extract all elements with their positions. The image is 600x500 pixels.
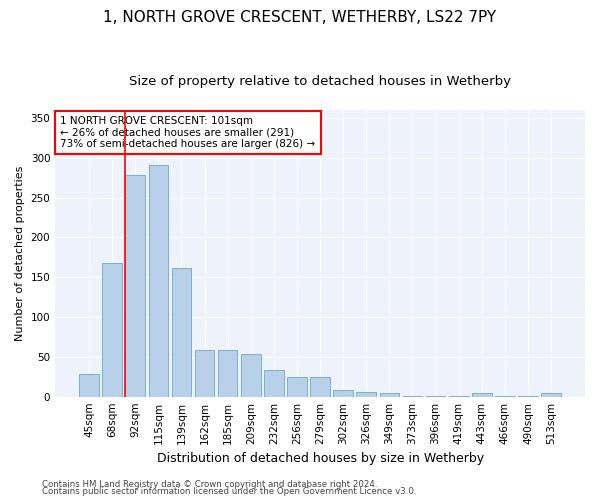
Bar <box>172 268 191 396</box>
Bar <box>287 377 307 396</box>
Title: Size of property relative to detached houses in Wetherby: Size of property relative to detached ho… <box>129 75 511 88</box>
Bar <box>310 377 330 396</box>
Bar <box>541 394 561 396</box>
Bar <box>241 354 260 397</box>
Bar <box>356 392 376 396</box>
Text: Contains public sector information licensed under the Open Government Licence v3: Contains public sector information licen… <box>42 487 416 496</box>
Bar <box>334 390 353 396</box>
Bar <box>195 350 214 397</box>
Text: 1, NORTH GROVE CRESCENT, WETHERBY, LS22 7PY: 1, NORTH GROVE CRESCENT, WETHERBY, LS22 … <box>103 10 497 25</box>
Bar <box>218 350 238 397</box>
X-axis label: Distribution of detached houses by size in Wetherby: Distribution of detached houses by size … <box>157 452 484 465</box>
Bar <box>264 370 284 396</box>
Bar <box>125 176 145 396</box>
Y-axis label: Number of detached properties: Number of detached properties <box>15 166 25 341</box>
Text: Contains HM Land Registry data © Crown copyright and database right 2024.: Contains HM Land Registry data © Crown c… <box>42 480 377 489</box>
Bar <box>380 394 399 396</box>
Bar <box>472 394 491 396</box>
Text: 1 NORTH GROVE CRESCENT: 101sqm
← 26% of detached houses are smaller (291)
73% of: 1 NORTH GROVE CRESCENT: 101sqm ← 26% of … <box>61 116 316 149</box>
Bar <box>149 165 168 396</box>
Bar <box>79 374 99 396</box>
Bar <box>103 263 122 396</box>
